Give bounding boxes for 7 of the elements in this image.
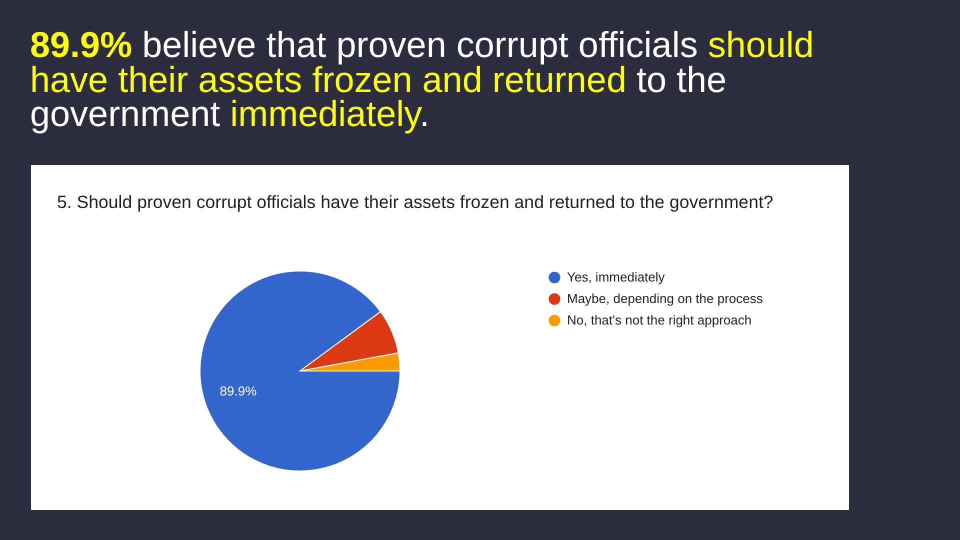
legend-label: No, that's not the right approach: [567, 312, 752, 328]
legend-label: Maybe, depending on the process: [567, 291, 764, 306]
pie-slice: [200, 270, 400, 472]
chart-title: 89.9% believe that proven corrupt officials should have their assets frozen and returned to the government immediately.: [30, 24, 814, 134]
legend-label: Yes, immediately: [567, 270, 666, 284]
data-label: 89.9%: [220, 383, 258, 398]
chart-subtitle: 5. Should proven corrupt officials have their assets frozen and returned to the government?: [57, 192, 774, 212]
